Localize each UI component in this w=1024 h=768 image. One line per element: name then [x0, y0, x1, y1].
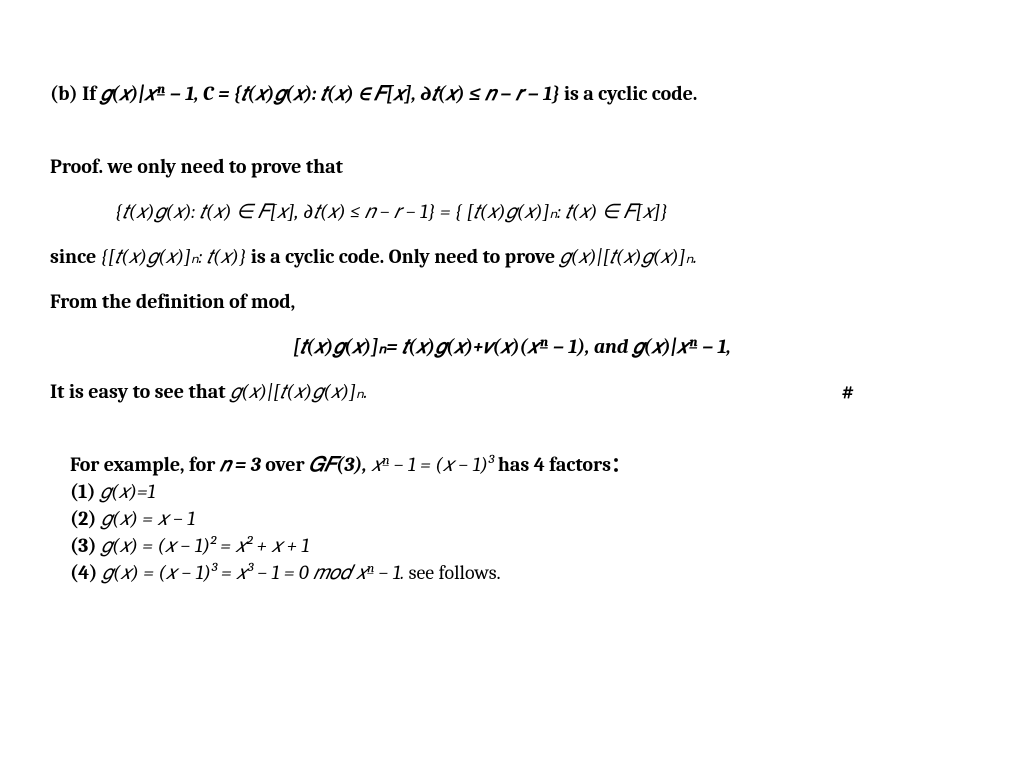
ex-gf: 𝐺𝐹(3), [309, 453, 371, 476]
example-block: For example, for 𝑛 = 3 over 𝐺𝐹(3), 𝑥ⁿ − … [50, 451, 974, 586]
factor-3-body: 𝑔(𝑥) = (𝑥 − 1)² = 𝑥² + 𝑥 + 1 [101, 534, 309, 557]
ex-poly: 𝑥ⁿ − 1 = (𝑥 − 1)³ [371, 453, 493, 476]
factor-1: (1) 𝑔(𝑥)=1 [70, 478, 974, 505]
factor-3-num: (3) [70, 534, 101, 557]
proof-intro: Proof. we only need to prove that [50, 153, 974, 180]
ex-pre: For example, for [70, 453, 220, 476]
since-mid: is a cyclic code. Only need to prove [246, 245, 559, 268]
part-b-statement: (b) If 𝑔(𝑥)|𝑥ⁿ − 1, C = {𝑡(𝑥)𝑔(𝑥): 𝑡(𝑥) … [50, 80, 974, 107]
factor-1-body: 𝑔(𝑥)=1 [100, 480, 156, 503]
example-intro: For example, for 𝑛 = 3 over 𝐺𝐹(3), 𝑥ⁿ − … [70, 451, 974, 478]
factor-1-num: (1) [70, 480, 100, 503]
factor-3: (3) 𝑔(𝑥) = (𝑥 − 1)² = 𝑥² + 𝑥 + 1 [70, 532, 974, 559]
factor-2: (2) 𝑔(𝑥) = 𝑥 − 1 [70, 505, 974, 532]
factor-4-tail: see follows. [404, 561, 500, 584]
factor-2-body: 𝑔(𝑥) = 𝑥 − 1 [101, 507, 195, 530]
since-line: since {[𝑡(𝑥)𝑔(𝑥)]ₙ: 𝑡(𝑥)} is a cyclic co… [50, 243, 974, 270]
factor-4-num: (4) [70, 561, 102, 584]
ex-over: over [261, 453, 309, 476]
part-b-tail: is a cyclic code. [559, 82, 697, 105]
since-set: {[𝑡(𝑥)𝑔(𝑥)]ₙ: 𝑡(𝑥)} [101, 245, 247, 268]
conclusion-line: It is easy to see that 𝑔(𝑥)|[𝑡(𝑥)𝑔(𝑥)]ₙ.… [50, 378, 974, 405]
part-b-math: 𝑔(𝑥)|𝑥ⁿ − 1, C = {𝑡(𝑥)𝑔(𝑥): 𝑡(𝑥) ∈ 𝐹[𝑥],… [96, 82, 559, 105]
ex-n: 𝑛 = 3 [220, 453, 261, 476]
mod-decomposition: [𝑡(𝑥)𝑔(𝑥)]ₙ= 𝑡(𝑥)𝑔(𝑥)+𝑣(𝑥)(𝑥ⁿ − 1), and … [50, 333, 974, 360]
ex-tail: has 4 factors： [494, 453, 631, 476]
since-pre: since [50, 245, 101, 268]
factor-4: (4) 𝑔(𝑥) = (𝑥 − 1)³ = 𝑥³ − 1 = 0 𝑚𝑜𝑑 𝑥ⁿ … [70, 559, 974, 586]
easy-math: 𝑔(𝑥)|[𝑡(𝑥)𝑔(𝑥)]ₙ. [230, 380, 368, 403]
slide-page: (b) If 𝑔(𝑥)|𝑥ⁿ − 1, C = {𝑡(𝑥)𝑔(𝑥): 𝑡(𝑥) … [0, 0, 1024, 626]
set-equality: {𝑡(𝑥)𝑔(𝑥): 𝑡(𝑥) ∈ 𝐹[𝑥], ∂𝑡(𝑥) ≤ 𝑛 − 𝑟 − … [50, 198, 974, 225]
since-div: 𝑔(𝑥)|[𝑡(𝑥)𝑔(𝑥)]ₙ. [560, 245, 698, 268]
from-definition: From the definition of mod, [50, 288, 974, 315]
easy-pre: It is easy to see that [50, 380, 230, 403]
qed-hash: # [842, 378, 854, 405]
factor-2-num: (2) [70, 507, 101, 530]
factor-4-math: 𝑔(𝑥) = (𝑥 − 1)³ = 𝑥³ − 1 = 0 𝑚𝑜𝑑 𝑥ⁿ − 1. [102, 561, 404, 584]
part-b-label: (b) If [50, 82, 96, 105]
